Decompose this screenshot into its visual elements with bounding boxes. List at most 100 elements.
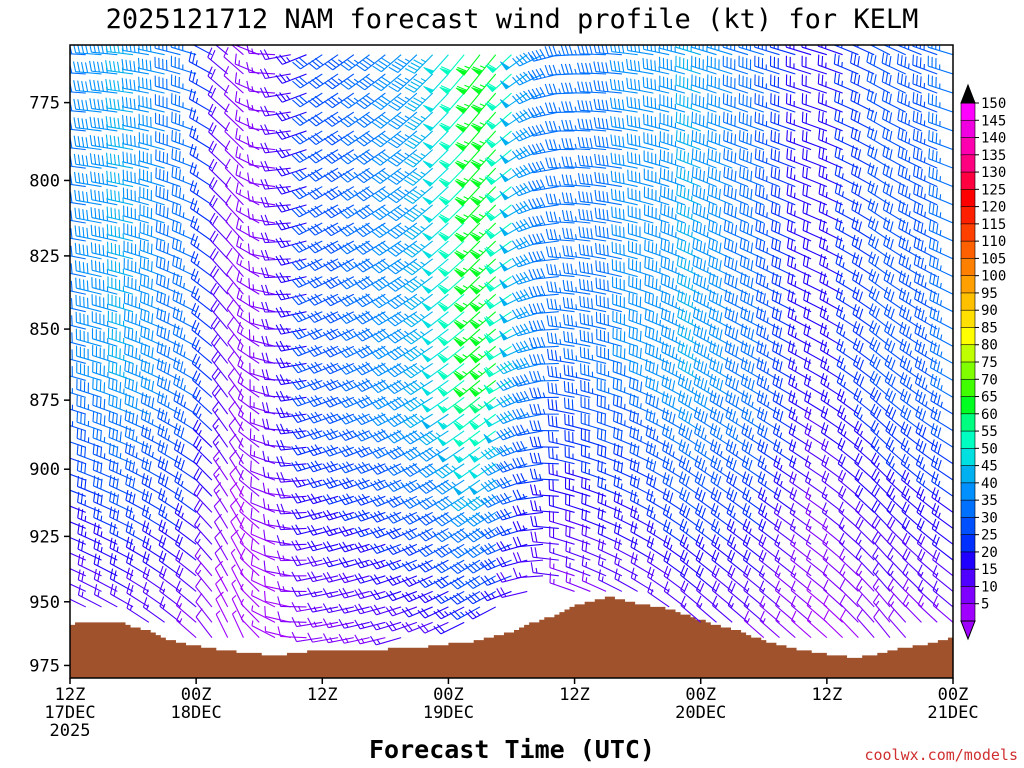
wind-barb xyxy=(581,477,607,497)
wind-barb xyxy=(469,240,497,260)
wind-barb xyxy=(613,490,638,513)
wind-barb xyxy=(107,241,134,260)
colorbar-segment xyxy=(960,102,976,122)
wind-barb xyxy=(628,326,654,347)
colorbar: 1501451401351301251201151101051009590858… xyxy=(960,83,1006,641)
wind-barb xyxy=(421,328,449,346)
wind-barb xyxy=(484,222,512,240)
wind-barb xyxy=(401,511,433,525)
wind-barb xyxy=(141,457,165,481)
wind-barb xyxy=(227,316,244,347)
wind-barb xyxy=(610,97,638,113)
wind-barb xyxy=(324,54,355,71)
wind-barb xyxy=(70,137,86,151)
wind-barb xyxy=(594,207,622,224)
wind-barb xyxy=(275,129,307,140)
wind-barb xyxy=(307,602,339,613)
wind-barb xyxy=(322,603,354,614)
wind-barb xyxy=(208,158,229,187)
wind-barb xyxy=(107,293,134,313)
wind-barb xyxy=(323,73,355,90)
wind-barb xyxy=(190,215,213,242)
wind-barb xyxy=(138,95,165,113)
wind-barb xyxy=(577,99,607,113)
wind-barb xyxy=(646,520,670,545)
wind-barb xyxy=(455,92,481,114)
colorbar-segment xyxy=(960,534,976,553)
wind-barb xyxy=(275,183,307,195)
wind-barb xyxy=(454,204,481,225)
wind-barb xyxy=(122,114,149,132)
wind-barb xyxy=(251,590,276,608)
wind-barb xyxy=(722,111,749,132)
wind-barb xyxy=(485,111,512,130)
wind-barb xyxy=(785,55,812,75)
wind-barb xyxy=(124,360,150,381)
wind-barb xyxy=(70,567,86,577)
wind-barb xyxy=(579,312,607,330)
wind-barb xyxy=(932,549,953,577)
wind-barb xyxy=(209,230,229,260)
wind-barb xyxy=(707,93,733,113)
colorbar-segment xyxy=(960,206,976,225)
wind-barb xyxy=(401,543,433,557)
wind-barb xyxy=(141,424,165,448)
wind-barb xyxy=(593,135,622,151)
wind-barb xyxy=(238,421,260,448)
wind-barb xyxy=(561,156,591,169)
colorbar-tick-label: 130 xyxy=(981,165,1006,181)
wind-barb xyxy=(307,540,339,552)
wind-barb xyxy=(886,532,907,561)
wind-barb xyxy=(594,171,622,188)
wind-barb xyxy=(191,319,213,347)
wind-barb xyxy=(371,186,402,203)
wind-barb xyxy=(277,581,307,592)
wind-barb xyxy=(194,546,213,577)
wind-barb xyxy=(581,570,607,592)
wind-barb xyxy=(105,116,134,132)
wind-barb xyxy=(307,92,339,108)
wind-barb xyxy=(70,311,71,312)
wind-barb xyxy=(528,353,559,366)
wind-barb xyxy=(140,392,165,415)
wind-barb xyxy=(322,618,354,629)
wind-barb xyxy=(629,442,654,465)
wind-barb xyxy=(355,149,386,165)
wind-barb xyxy=(171,111,197,132)
wind-barb xyxy=(90,242,118,260)
wind-barb xyxy=(246,136,276,151)
wind-barb xyxy=(469,328,497,347)
wind-barb xyxy=(642,95,670,113)
wind-barb xyxy=(208,140,229,169)
wind-barb xyxy=(628,360,654,381)
wind-barb xyxy=(646,488,670,513)
wind-barb xyxy=(528,285,559,298)
wind-barb xyxy=(105,45,134,56)
wind-barb xyxy=(215,610,229,638)
wind-barb xyxy=(140,359,165,381)
wind-barb xyxy=(610,45,638,56)
wind-barb xyxy=(387,222,418,239)
wind-barb xyxy=(123,275,150,295)
wind-barb xyxy=(307,204,339,218)
wind-barb xyxy=(468,380,497,397)
wind-barb xyxy=(659,75,686,94)
wind-barb xyxy=(70,332,86,347)
wind-barb xyxy=(93,507,118,529)
wind-barb xyxy=(70,366,86,381)
wind-barb xyxy=(194,515,213,545)
wind-barb xyxy=(157,456,181,481)
wind-barb xyxy=(932,565,953,592)
wind-barb xyxy=(770,111,796,132)
wind-barb xyxy=(527,124,559,137)
wind-barb xyxy=(248,312,276,330)
wind-barb xyxy=(561,101,591,113)
wind-barb xyxy=(433,606,465,620)
wind-barb xyxy=(597,460,623,481)
wind-barb xyxy=(439,92,465,114)
wind-barb xyxy=(438,167,465,188)
wind-barb xyxy=(125,505,150,529)
wind-barb xyxy=(70,92,71,94)
wind-barb xyxy=(454,240,481,260)
